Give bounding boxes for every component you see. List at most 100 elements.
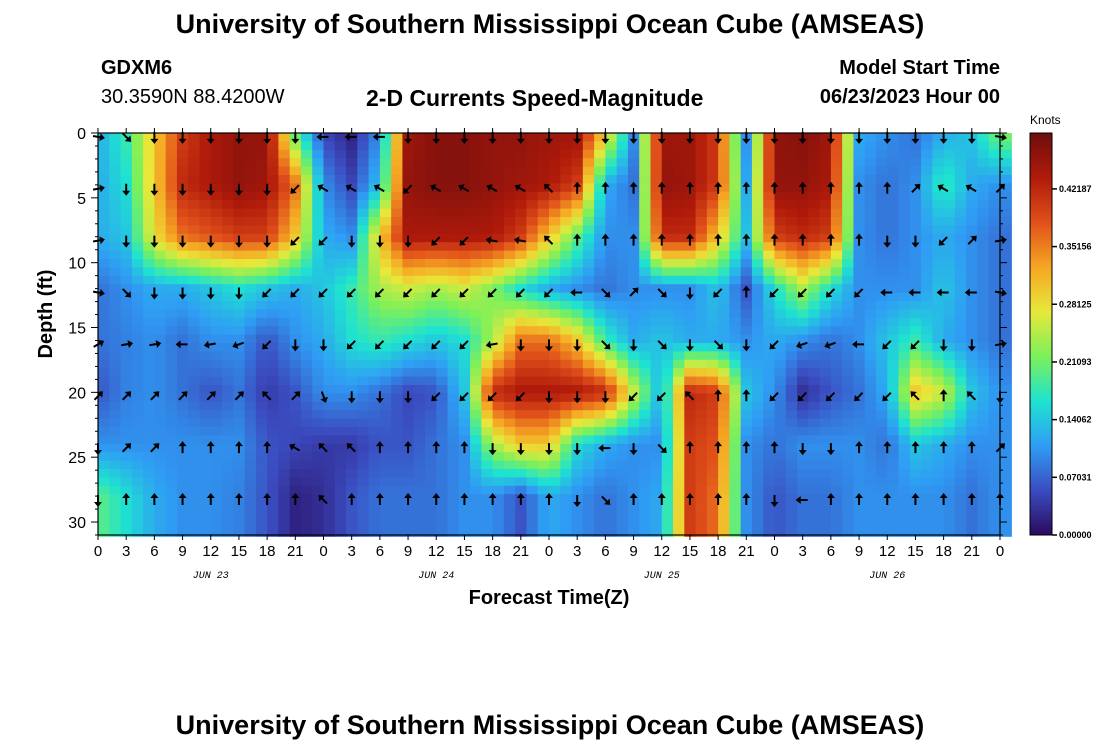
current-arrow <box>939 492 948 505</box>
x-tick-label: 12 <box>428 543 445 560</box>
current-arrow <box>825 288 836 298</box>
current-arrow <box>92 133 105 142</box>
current-arrow <box>573 181 582 194</box>
current-arrow <box>795 495 808 504</box>
current-arrow <box>516 131 525 144</box>
x-tick-label: 6 <box>827 543 835 560</box>
current-arrow <box>545 443 553 456</box>
current-arrow <box>487 392 497 402</box>
current-arrow <box>995 183 1005 194</box>
x-tick-label: 15 <box>456 543 473 560</box>
current-arrow <box>514 184 526 193</box>
current-arrow <box>629 492 638 505</box>
current-arrow <box>629 181 638 194</box>
current-arrow <box>432 492 441 505</box>
current-arrow <box>122 492 131 505</box>
current-arrow <box>460 131 469 144</box>
x-axis: 0 3 6 9 12 15 18 21 0 3 6 9 12 15 18 21 0 3 6 9 12 15 18 21 0 3 6 9… <box>94 128 1004 609</box>
current-arrow <box>150 183 159 196</box>
current-arrow <box>770 181 779 194</box>
day-label: JUN 23 <box>193 571 229 582</box>
current-arrow <box>403 184 413 194</box>
current-arrow <box>94 494 102 507</box>
model-start-label: Model Start Time <box>839 57 1000 79</box>
current-arrow <box>657 131 666 144</box>
station-id: GDXM6 <box>101 57 173 79</box>
x-tick-label: 18 <box>259 543 276 560</box>
current-arrow <box>796 341 808 349</box>
current-arrow <box>714 181 723 194</box>
footer-title: University of Southern Mississippi Ocean… <box>175 710 925 740</box>
current-arrow <box>515 288 526 298</box>
current-arrow <box>178 492 187 505</box>
y-tick-label: 0 <box>77 126 86 143</box>
current-arrow <box>544 288 554 298</box>
current-arrow <box>403 340 413 350</box>
current-arrow <box>713 288 723 298</box>
current-arrow <box>742 441 751 454</box>
current-arrow <box>178 287 187 300</box>
current-arrow <box>291 391 301 401</box>
current-arrow <box>742 181 751 194</box>
current-arrow <box>798 181 807 194</box>
current-arrow <box>939 131 948 144</box>
y-axis: 0 5 10 15 20 25 30 Depth (ft) <box>35 126 1007 536</box>
current-arrow <box>601 340 611 350</box>
x-tick-label: 12 <box>202 543 219 560</box>
current-arrow <box>826 181 835 194</box>
current-arrow <box>291 492 300 505</box>
current-arrow <box>628 392 638 402</box>
current-arrow <box>516 339 525 352</box>
colorbar-tick-label: 0.42187 <box>1059 184 1092 194</box>
current-arrow <box>431 288 441 298</box>
current-arrow <box>375 492 384 505</box>
current-arrow <box>150 235 159 248</box>
y-tick-label: 30 <box>68 515 86 532</box>
x-tick-label: 9 <box>855 543 863 560</box>
current-arrow <box>937 184 949 193</box>
current-arrow <box>374 340 385 350</box>
current-arrow <box>882 340 892 350</box>
x-tick-label: 0 <box>545 543 553 560</box>
current-arrow <box>601 391 610 404</box>
y-tick-label: 20 <box>68 385 86 402</box>
current-arrow <box>601 495 611 505</box>
current-arrow <box>629 233 638 246</box>
current-arrow <box>347 492 356 505</box>
current-arrow <box>939 389 948 402</box>
current-arrow <box>826 492 835 505</box>
x-tick-label: 0 <box>770 543 778 560</box>
current-arrow <box>910 340 920 350</box>
current-arrow <box>911 235 920 248</box>
x-tick-label: 21 <box>512 543 529 560</box>
current-arrow <box>826 443 835 456</box>
current-arrow <box>488 492 497 505</box>
y-tick-label: 5 <box>77 191 86 208</box>
current-arrow <box>175 340 188 349</box>
current-arrow <box>938 236 948 246</box>
current-arrow <box>742 131 751 144</box>
current-arrow <box>346 340 356 350</box>
current-arrow <box>92 184 105 193</box>
current-arrow <box>770 494 779 507</box>
current-arrow <box>404 391 413 404</box>
current-arrow <box>880 288 893 297</box>
current-arrow <box>714 441 723 454</box>
x-tick-label: 6 <box>376 543 384 560</box>
current-arrow <box>964 288 977 297</box>
current-arrow <box>486 184 498 193</box>
x-tick-label: 15 <box>907 543 924 560</box>
current-arrow <box>657 233 666 246</box>
current-arrow <box>234 391 244 401</box>
current-arrow <box>573 443 582 456</box>
current-arrow <box>825 392 836 402</box>
current-arrow <box>319 339 328 352</box>
current-arrow <box>458 184 470 193</box>
current-arrow <box>459 392 469 402</box>
current-arrow <box>375 235 384 248</box>
current-arrow <box>770 441 779 454</box>
current-arrow <box>797 392 807 402</box>
heatmap <box>98 133 1012 537</box>
y-tick-label: 15 <box>68 321 86 338</box>
x-tick-label: 18 <box>484 543 501 560</box>
